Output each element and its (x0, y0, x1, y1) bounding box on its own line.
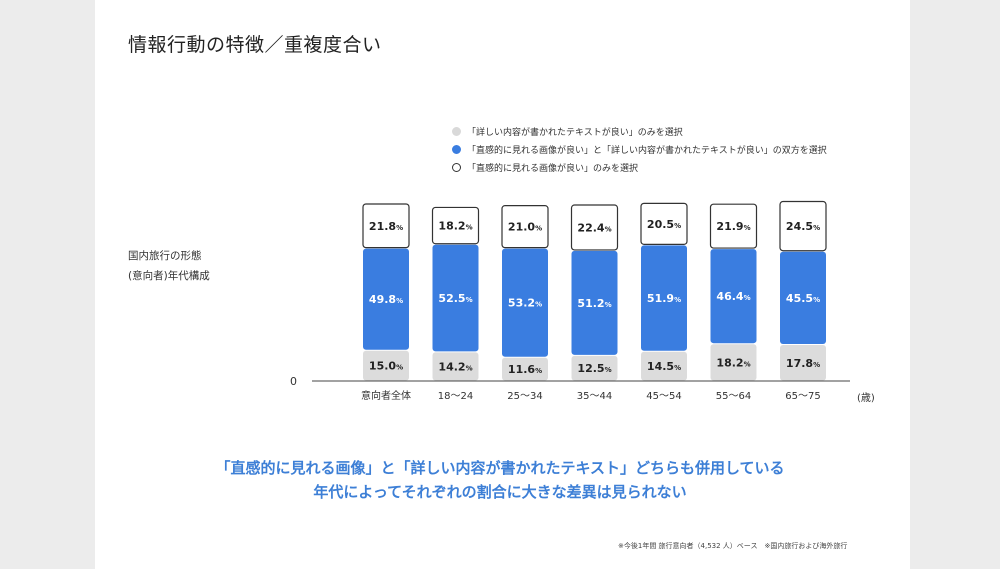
data-label-both: 52.5% (438, 292, 472, 305)
data-label-image-only: 22.4% (577, 221, 611, 234)
percent-suffix: % (535, 301, 542, 309)
percent-suffix: % (605, 301, 612, 309)
data-label-image-only: 18.2% (438, 220, 472, 233)
percent-suffix: % (396, 297, 403, 305)
percent-suffix: % (605, 225, 612, 233)
percent-suffix: % (535, 367, 542, 375)
bar-segment-image-only (501, 205, 549, 249)
legend: 「詳しい内容が書かれたテキストが良い」のみを選択 「直感的に見れる画像が良い」と… (452, 122, 827, 176)
data-label-both: 51.9% (647, 292, 681, 305)
x-tick-label: 45〜54 (646, 391, 681, 402)
percent-suffix: % (605, 366, 612, 374)
x-tick-label: 55〜64 (716, 391, 751, 402)
page-title: 情報行動の特徴／重複度合い (128, 34, 382, 56)
percent-suffix: % (674, 222, 681, 230)
conclusion-line-1: 「直感的に見れる画像」と「詳しい内容が書かれたテキスト」どちらも併用している (215, 459, 785, 477)
data-label-both: 49.8% (369, 293, 403, 306)
percent-suffix: % (744, 224, 751, 232)
bar-segment-both (641, 245, 687, 351)
zero-axis-label: 0 (290, 375, 297, 388)
bar-segment-both (432, 244, 479, 352)
percent-suffix: % (535, 225, 542, 233)
bar-segment-image-only (362, 203, 410, 249)
x-tick-label: 意向者全体 (361, 389, 411, 402)
x-tick-label: 18〜24 (438, 391, 473, 402)
footnote: ※今後1年間 旅行意向者（4,532 人）ベース ※国内旅行および海外旅行 (618, 542, 848, 550)
bar-segment-image-only (779, 200, 827, 252)
percent-suffix: % (466, 296, 473, 304)
data-label-both: 45.5% (786, 292, 820, 305)
data-label-text-only: 12.5% (577, 362, 611, 375)
legend-label-image-only: 「直感的に見れる画像が良い」のみを選択 (467, 163, 639, 174)
bar-segment-both (710, 249, 757, 344)
bar-segment-image-only (709, 203, 758, 249)
x-tick-label: 25〜34 (507, 391, 542, 402)
data-label-image-only: 21.0% (508, 221, 542, 234)
bar-segment-text-only (780, 345, 826, 381)
bar-segment-both (780, 251, 826, 345)
legend-label-both: 「直感的に見れる画像が良い」と「詳しい内容が書かれたテキストが良い」の双方を選択 (467, 145, 827, 156)
percent-suffix: % (813, 361, 820, 369)
data-label-image-only: 24.5% (786, 220, 820, 233)
legend-item-text-only: 「詳しい内容が書かれたテキストが良い」のみを選択 (452, 122, 827, 140)
bar-segment-text-only (363, 350, 409, 381)
percent-suffix: % (396, 364, 403, 372)
age-unit-label: (歳) (857, 393, 875, 404)
data-label-text-only: 18.2% (716, 356, 750, 369)
percent-suffix: % (744, 360, 751, 368)
percent-suffix: % (744, 294, 751, 302)
data-label-image-only: 21.9% (716, 220, 750, 233)
percent-suffix: % (674, 364, 681, 372)
percent-suffix: % (396, 224, 403, 232)
bar-segment-image-only (431, 206, 480, 245)
legend-item-image-only: 「直感的に見れる画像が良い」のみを選択 (452, 158, 827, 176)
percent-suffix: % (674, 296, 681, 304)
bar-segment-image-only (640, 202, 688, 245)
bar-segment-image-only (570, 204, 619, 251)
bar-segment-text-only (710, 344, 757, 381)
bar-segment-both (571, 250, 618, 355)
percent-suffix: % (813, 224, 820, 232)
data-label-both: 46.4% (716, 290, 750, 303)
percent-suffix: % (466, 364, 473, 372)
data-label-text-only: 14.5% (647, 360, 681, 373)
conclusion-text: 「直感的に見れる画像」と「詳しい内容が書かれたテキスト」どちらも併用している 年… (0, 456, 1000, 504)
bar-segment-both (363, 248, 409, 350)
x-tick-label: 35〜44 (577, 391, 612, 402)
conclusion-line-2: 年代によってそれぞれの割合に大きな差異は見られない (313, 483, 687, 501)
data-label-text-only: 15.0% (369, 360, 403, 373)
data-label-text-only: 17.8% (786, 357, 820, 370)
data-label-text-only: 14.2% (438, 360, 472, 373)
bar-segment-text-only (641, 351, 687, 381)
x-tick-label: 65〜75 (785, 391, 820, 402)
row-label: 国内旅行の形態 (意向者)年代構成 (128, 246, 210, 286)
percent-suffix: % (813, 296, 820, 304)
bar-segment-text-only (571, 355, 618, 381)
bar-segment-text-only (432, 352, 479, 381)
legend-label-text-only: 「詳しい内容が書かれたテキストが良い」のみを選択 (467, 127, 683, 138)
bar-segment-text-only (502, 357, 548, 381)
bar-segment-both (502, 248, 548, 357)
data-label-text-only: 11.6% (508, 363, 542, 376)
data-label-image-only: 21.8% (369, 220, 403, 233)
percent-suffix: % (466, 224, 473, 232)
row-label-line-1: 国内旅行の形態 (128, 250, 202, 262)
legend-marker-both (452, 144, 461, 154)
legend-marker-image-only (452, 162, 461, 172)
row-label-line-2: (意向者)年代構成 (128, 270, 210, 282)
data-label-image-only: 20.5% (647, 218, 681, 231)
legend-item-both: 「直感的に見れる画像が良い」と「詳しい内容が書かれたテキストが良い」の双方を選択 (452, 140, 827, 158)
data-label-both: 51.2% (577, 297, 611, 310)
data-label-both: 53.2% (508, 297, 542, 310)
legend-marker-text-only (452, 126, 461, 136)
